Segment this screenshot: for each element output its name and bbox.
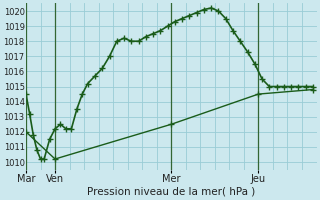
X-axis label: Pression niveau de la mer( hPa ): Pression niveau de la mer( hPa ) xyxy=(87,187,255,197)
